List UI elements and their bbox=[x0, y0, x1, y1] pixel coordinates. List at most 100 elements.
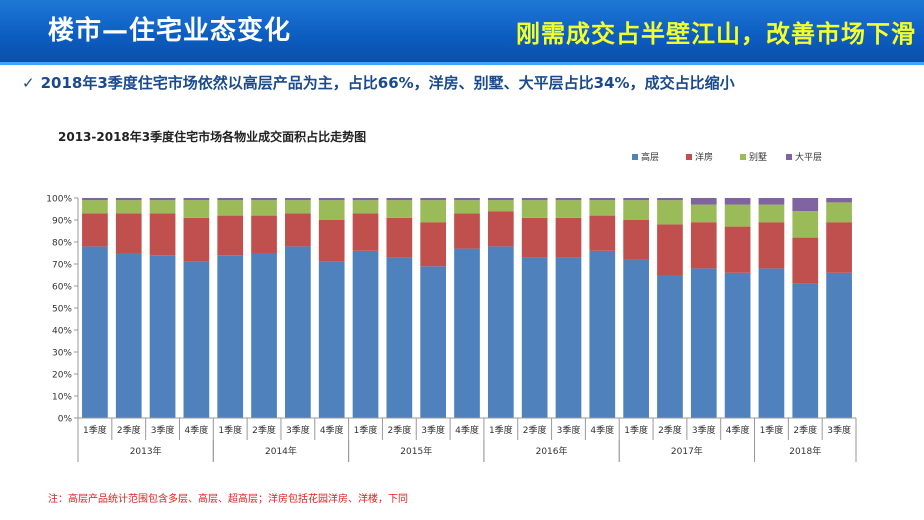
y-tick-label: 10% bbox=[52, 393, 72, 403]
bar-segment bbox=[115, 200, 142, 214]
bar-segment bbox=[217, 215, 244, 256]
y-tick-label: 40% bbox=[52, 327, 72, 337]
bar-segment bbox=[487, 200, 514, 212]
bar-segment bbox=[217, 255, 244, 418]
x-tick-label: 2季度 bbox=[252, 424, 276, 436]
bar-segment bbox=[183, 200, 210, 218]
bar-segment bbox=[589, 250, 616, 418]
bar-segment bbox=[521, 257, 548, 418]
x-tick-label: 3季度 bbox=[557, 424, 581, 436]
bar-segment bbox=[420, 222, 447, 267]
bar-segment bbox=[115, 213, 142, 253]
bar-segment bbox=[826, 202, 852, 223]
legend-swatch bbox=[740, 154, 746, 160]
bar-segment bbox=[318, 198, 345, 201]
x-tick-label: 1季度 bbox=[624, 424, 648, 436]
x-tick-label: 3季度 bbox=[286, 424, 310, 436]
summary-text: 2018年3季度住宅市场依然以高层产品为主，占比66%，洋房、别墅、大平层占比3… bbox=[40, 74, 735, 92]
y-tick-label: 90% bbox=[52, 217, 72, 227]
bar-segment bbox=[690, 198, 717, 205]
bar-segment bbox=[690, 222, 717, 269]
bar-segment bbox=[826, 272, 852, 418]
x-tick-label: 1季度 bbox=[354, 424, 378, 436]
bar-segment bbox=[792, 237, 819, 284]
checkmark-icon: ✓ bbox=[22, 74, 35, 92]
y-tick-label: 20% bbox=[52, 371, 72, 381]
bar-segment bbox=[589, 215, 616, 251]
bar-segment bbox=[420, 266, 447, 418]
bar-segment bbox=[454, 200, 480, 214]
bar-segment bbox=[623, 220, 649, 260]
bar-segment bbox=[792, 198, 819, 212]
bar-segment bbox=[792, 283, 819, 418]
bar-segment bbox=[386, 200, 413, 218]
bar-segment bbox=[487, 211, 514, 247]
bar-segment bbox=[149, 213, 176, 256]
x-tick-label: 1季度 bbox=[83, 424, 107, 436]
header-slogan: 刚需成交占半壁江山，改善市场下滑 bbox=[516, 20, 916, 48]
bar-segment bbox=[149, 200, 176, 214]
bar-segment bbox=[792, 211, 819, 238]
bar-segment bbox=[623, 200, 649, 220]
bar-segment bbox=[555, 257, 582, 418]
year-group-label: 2016年 bbox=[536, 445, 568, 457]
year-group-label: 2017年 bbox=[671, 445, 703, 457]
x-tick-label: 4季度 bbox=[726, 424, 750, 436]
bar-segment bbox=[623, 198, 649, 201]
bar-segment bbox=[386, 217, 413, 258]
bar-segment bbox=[454, 213, 480, 249]
legend-swatch bbox=[632, 154, 638, 160]
bar-segment bbox=[352, 213, 379, 251]
bar-segment bbox=[657, 198, 683, 201]
bar-segment bbox=[521, 200, 548, 218]
bar-segment bbox=[657, 224, 683, 275]
bar-segment bbox=[115, 198, 142, 201]
year-group-label: 2013年 bbox=[130, 445, 162, 457]
y-tick-label: 70% bbox=[52, 261, 72, 271]
bar-segment bbox=[826, 222, 852, 273]
bar-segment bbox=[251, 253, 277, 418]
bar-segment bbox=[420, 200, 447, 223]
x-tick-label: 2季度 bbox=[387, 424, 411, 436]
bar-segment bbox=[454, 198, 480, 201]
bar-segment bbox=[82, 200, 108, 214]
y-tick-label: 30% bbox=[52, 349, 72, 359]
bar-segment bbox=[555, 217, 582, 258]
legend-label: 洋房 bbox=[695, 151, 713, 163]
y-tick-label: 80% bbox=[52, 239, 72, 249]
bar-segment bbox=[285, 198, 311, 201]
bar-segment bbox=[690, 268, 717, 418]
x-tick-label: 1季度 bbox=[218, 424, 242, 436]
x-tick-label: 1季度 bbox=[489, 424, 513, 436]
year-group-label: 2015年 bbox=[400, 445, 432, 457]
bar-segment bbox=[149, 255, 176, 418]
bar-segment bbox=[758, 268, 785, 418]
bar-segment bbox=[724, 272, 751, 418]
bar-segment bbox=[115, 253, 142, 418]
x-tick-label: 3季度 bbox=[692, 424, 716, 436]
bar-segment bbox=[589, 200, 616, 216]
bar-segment bbox=[487, 246, 514, 418]
header-bar: 楼市—住宅业态变化 刚需成交占半壁江山，改善市场下滑 bbox=[0, 0, 924, 62]
legend-label: 别墅 bbox=[749, 152, 767, 163]
bar-segment bbox=[724, 226, 751, 273]
bar-segment bbox=[758, 222, 785, 269]
y-tick-label: 100% bbox=[46, 195, 72, 205]
x-tick-label: 2季度 bbox=[793, 424, 817, 436]
x-tick-label: 2季度 bbox=[658, 424, 682, 436]
page-title: 楼市—住宅业态变化 bbox=[48, 16, 292, 46]
bar-segment bbox=[352, 198, 379, 201]
summary-bullet: ✓ 2018年3季度住宅市场依然以高层产品为主，占比66%，洋房、别墅、大平层占比… bbox=[22, 72, 735, 93]
bar-segment bbox=[657, 275, 683, 418]
bar-segment bbox=[285, 246, 311, 418]
bar-segment bbox=[724, 204, 751, 227]
x-tick-label: 3季度 bbox=[827, 424, 851, 436]
bar-segment bbox=[251, 200, 277, 216]
bar-segment bbox=[623, 259, 649, 418]
bar-segment bbox=[352, 200, 379, 214]
legend-label: 高层 bbox=[641, 151, 659, 163]
bar-segment bbox=[724, 198, 751, 205]
bar-segment bbox=[386, 198, 413, 201]
year-group-label: 2014年 bbox=[265, 445, 297, 457]
